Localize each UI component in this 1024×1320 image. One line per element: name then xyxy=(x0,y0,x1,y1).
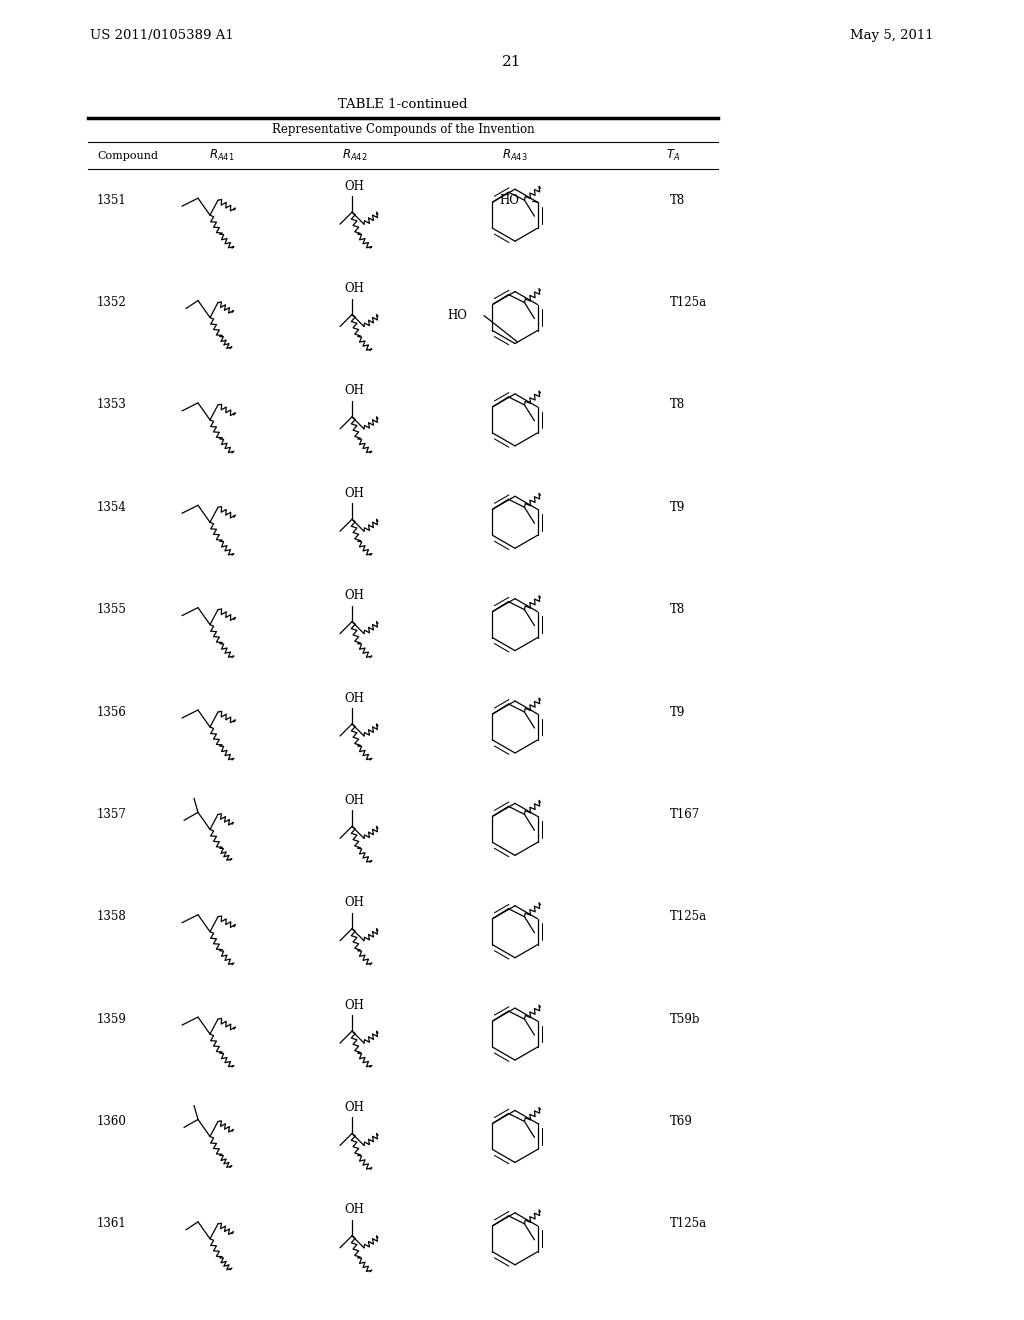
Text: OH: OH xyxy=(344,282,364,296)
Text: T125a: T125a xyxy=(670,296,708,309)
Text: 1354: 1354 xyxy=(97,500,127,513)
Text: OH: OH xyxy=(344,999,364,1011)
Text: US 2011/0105389 A1: US 2011/0105389 A1 xyxy=(90,29,233,41)
Text: T69: T69 xyxy=(670,1115,693,1129)
Text: T9: T9 xyxy=(670,705,685,718)
Text: TABLE 1-continued: TABLE 1-continued xyxy=(338,99,468,111)
Text: 1361: 1361 xyxy=(97,1217,127,1230)
Text: 1360: 1360 xyxy=(97,1115,127,1129)
Text: T8: T8 xyxy=(670,194,685,207)
Text: OH: OH xyxy=(344,896,364,909)
Text: OH: OH xyxy=(344,692,364,705)
Text: 1357: 1357 xyxy=(97,808,127,821)
Text: T125a: T125a xyxy=(670,1217,708,1230)
Text: HO: HO xyxy=(500,194,519,207)
Text: $R_{A41}$: $R_{A41}$ xyxy=(209,148,234,162)
Text: T9: T9 xyxy=(670,500,685,513)
Text: OH: OH xyxy=(344,1101,364,1114)
Text: $R_{A43}$: $R_{A43}$ xyxy=(502,148,527,162)
Text: T8: T8 xyxy=(670,399,685,412)
Text: T8: T8 xyxy=(670,603,685,616)
Text: OH: OH xyxy=(344,589,364,602)
Text: 1355: 1355 xyxy=(97,603,127,616)
Text: OH: OH xyxy=(344,1204,364,1216)
Text: $R_{A42}$: $R_{A42}$ xyxy=(342,148,368,162)
Text: OH: OH xyxy=(344,180,364,193)
Text: HO: HO xyxy=(447,309,467,322)
Text: Compound: Compound xyxy=(97,150,158,161)
Text: OH: OH xyxy=(344,384,364,397)
Text: OH: OH xyxy=(344,793,364,807)
Text: May 5, 2011: May 5, 2011 xyxy=(850,29,934,41)
Text: 1352: 1352 xyxy=(97,296,127,309)
Text: 1359: 1359 xyxy=(97,1012,127,1026)
Text: 1358: 1358 xyxy=(97,911,127,923)
Text: T125a: T125a xyxy=(670,911,708,923)
Text: 1353: 1353 xyxy=(97,399,127,412)
Text: 1351: 1351 xyxy=(97,194,127,207)
Text: T59b: T59b xyxy=(670,1012,700,1026)
Text: T167: T167 xyxy=(670,808,700,821)
Text: $T_{A}$: $T_{A}$ xyxy=(666,148,680,162)
Text: OH: OH xyxy=(344,487,364,500)
Text: Representative Compounds of the Invention: Representative Compounds of the Inventio… xyxy=(271,124,535,136)
Text: 1356: 1356 xyxy=(97,705,127,718)
Text: 21: 21 xyxy=(502,55,522,69)
